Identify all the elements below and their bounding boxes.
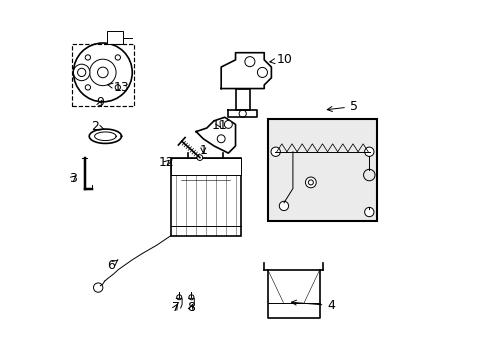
Polygon shape <box>196 117 235 153</box>
Circle shape <box>197 155 203 161</box>
Circle shape <box>244 57 254 67</box>
Text: 12: 12 <box>158 156 174 169</box>
Circle shape <box>279 201 288 211</box>
Text: 11: 11 <box>211 119 227 132</box>
Circle shape <box>364 147 373 156</box>
Circle shape <box>257 67 267 77</box>
Circle shape <box>85 85 90 90</box>
Text: 9: 9 <box>96 96 104 109</box>
Circle shape <box>73 64 90 81</box>
Polygon shape <box>221 53 271 89</box>
Text: 6: 6 <box>107 259 118 272</box>
Polygon shape <box>235 89 249 110</box>
Bar <box>72 44 134 107</box>
Bar <box>171 158 241 175</box>
Text: 10: 10 <box>269 53 292 66</box>
Circle shape <box>364 207 373 217</box>
Circle shape <box>305 177 316 188</box>
Text: 3: 3 <box>69 172 77 185</box>
Circle shape <box>115 85 120 90</box>
Text: 4: 4 <box>291 299 335 312</box>
Polygon shape <box>228 110 257 117</box>
Text: 2: 2 <box>90 120 104 133</box>
Text: 5: 5 <box>326 100 357 113</box>
Bar <box>267 119 376 221</box>
Circle shape <box>115 55 120 60</box>
Circle shape <box>73 43 132 102</box>
Circle shape <box>224 121 232 129</box>
Circle shape <box>217 135 224 143</box>
Text: 7: 7 <box>171 301 179 314</box>
Circle shape <box>270 147 280 156</box>
Circle shape <box>85 55 90 60</box>
Text: 13: 13 <box>107 81 129 94</box>
Text: 1: 1 <box>199 144 207 157</box>
Bar <box>107 31 123 45</box>
Text: 8: 8 <box>187 301 195 314</box>
Bar <box>171 158 241 235</box>
